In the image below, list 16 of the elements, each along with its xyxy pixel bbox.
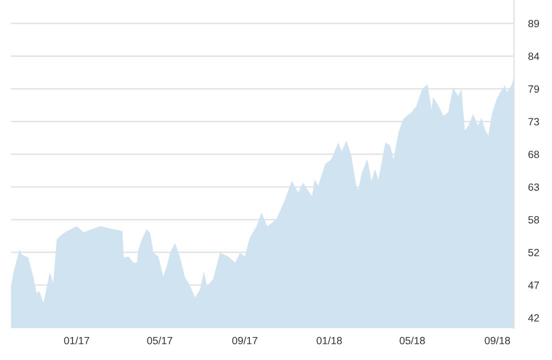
y-tick-label: 52 [528, 248, 539, 256]
y-tick-label: 58 [528, 216, 540, 224]
y-tick-label: 63 [528, 183, 540, 191]
y-tick-label: 79 [528, 85, 539, 93]
x-tick-label: 01/18 [316, 336, 342, 344]
x-tick-label: 09/17 [232, 336, 258, 344]
y-tick-label: 68 [528, 150, 540, 158]
y-tick-label: 84 [528, 52, 540, 60]
y-tick-label: 73 [528, 118, 540, 126]
x-tick-label: 05/17 [147, 336, 172, 344]
x-tick-label: 09/18 [484, 336, 510, 344]
y-tick-label: 89 [528, 20, 539, 28]
x-tick-label: 05/18 [400, 336, 425, 344]
x-tick-label: 01/17 [64, 336, 90, 344]
y-tick-label: 42 [528, 314, 539, 322]
y-tick-label: 47 [528, 282, 539, 289]
